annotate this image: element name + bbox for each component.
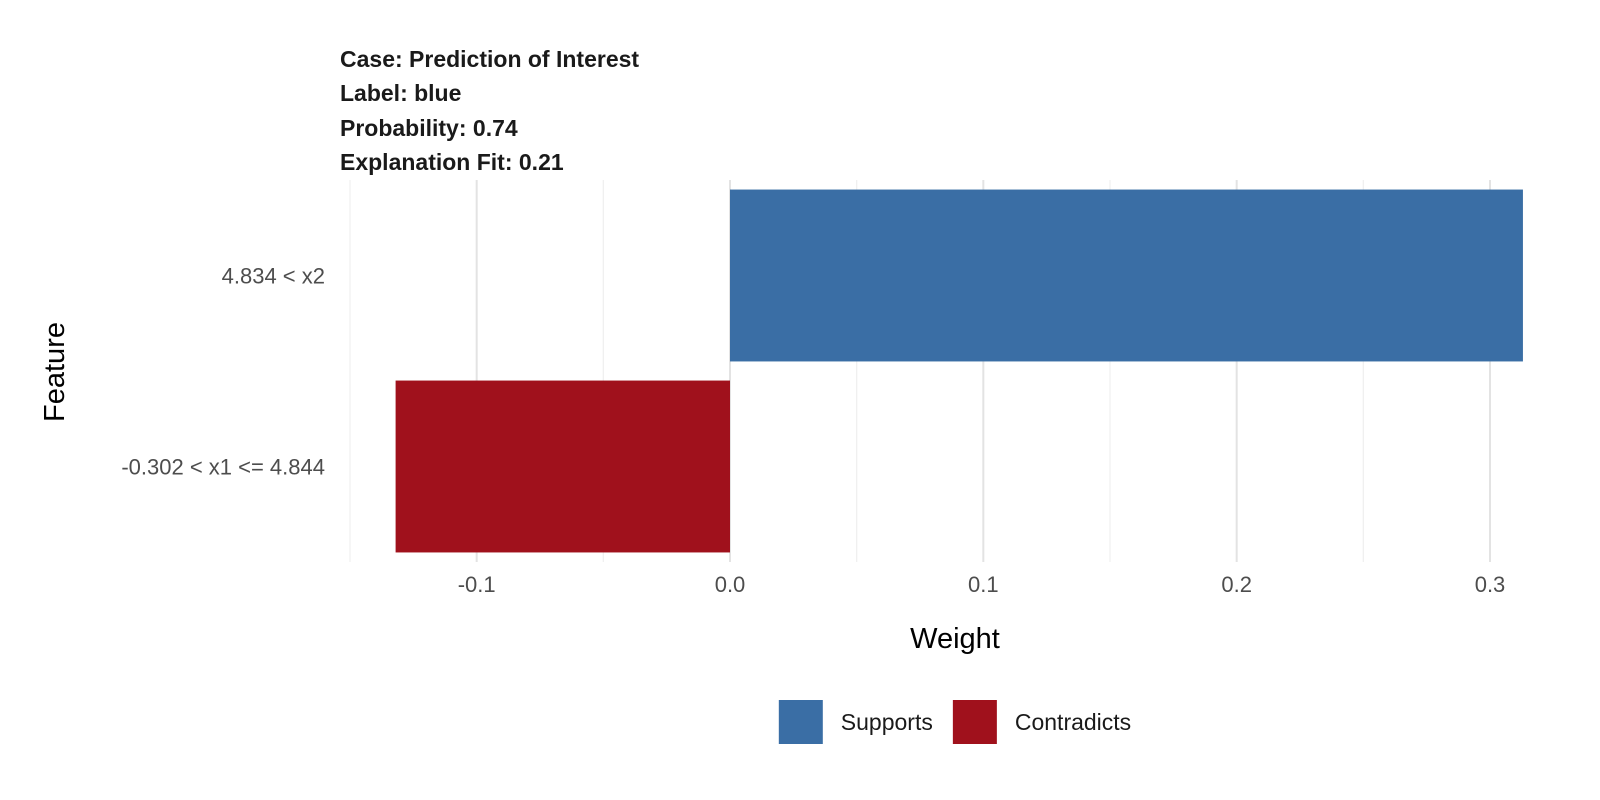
x-tick-label: 0.3 [1475, 572, 1506, 597]
x-tick-label: 0.1 [968, 572, 999, 597]
y-axis-tick-labels: 4.834 < x2 -0.302 < x1 <= 4.844 [121, 264, 325, 480]
title-line-explanation-fit: Explanation Fit: 0.21 [340, 149, 564, 175]
y-tick-label: -0.302 < x1 <= 4.844 [121, 455, 325, 480]
legend: Supports Contradicts [778, 700, 1131, 744]
bar-contradicts [395, 380, 730, 553]
x-axis-title: Weight [910, 623, 1000, 655]
legend-key-contradicts [952, 700, 997, 744]
x-tick-label: 0.0 [715, 572, 746, 597]
legend-label-supports: Supports [841, 709, 933, 735]
bar-supports [730, 189, 1523, 362]
legend-key-supports [778, 700, 823, 744]
x-tick-label: -0.1 [458, 572, 496, 597]
x-tick-label: 0.2 [1221, 572, 1252, 597]
x-axis-tick-labels: -0.1 0.0 0.1 0.2 0.3 [458, 572, 1506, 597]
title-line-case: Case: Prediction of Interest [340, 46, 639, 72]
bars [395, 189, 1523, 553]
legend-label-contradicts: Contradicts [1015, 709, 1131, 735]
chart-title: Case: Prediction of Interest Label: blue… [340, 46, 639, 175]
y-axis-title: Feature [39, 322, 71, 422]
y-tick-label: 4.834 < x2 [222, 264, 325, 289]
title-line-probability: Probability: 0.74 [340, 115, 518, 141]
title-line-label: Label: blue [340, 80, 461, 106]
